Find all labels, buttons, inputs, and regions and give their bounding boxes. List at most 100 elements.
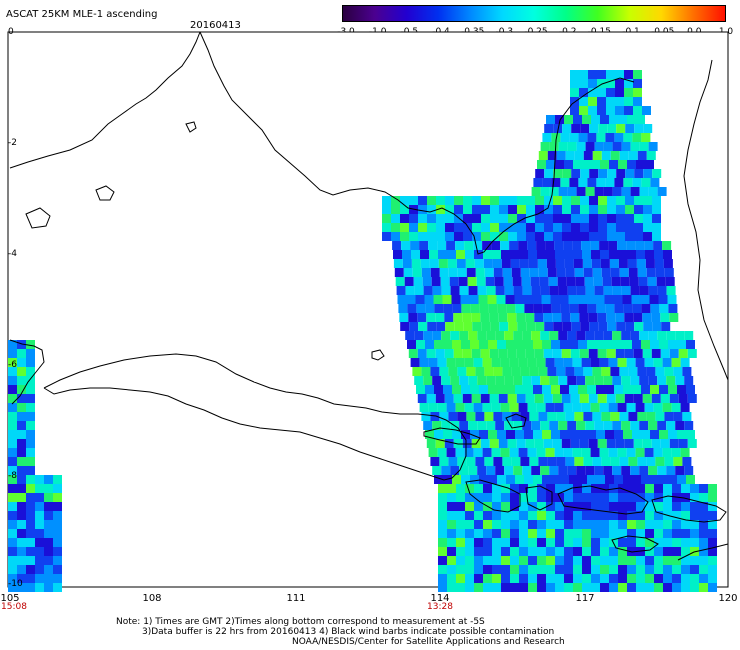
swath-pixel xyxy=(592,151,602,160)
swath-pixel xyxy=(672,511,681,520)
swath-pixel xyxy=(537,574,546,583)
swath-pixel xyxy=(17,529,26,538)
swath-pixel xyxy=(598,214,607,223)
swath-pixel xyxy=(491,241,501,250)
swath-pixel xyxy=(501,259,511,268)
swath-pixel xyxy=(518,403,528,412)
swath-pixel xyxy=(609,250,618,259)
swath-pixel xyxy=(588,88,597,97)
swath-pixel xyxy=(634,322,644,331)
swath-pixel xyxy=(531,421,541,430)
swath-pixel xyxy=(621,421,631,430)
swath-pixel xyxy=(463,205,472,214)
swath-pixel xyxy=(26,556,35,565)
swath-pixel xyxy=(519,529,528,538)
swath-pixel xyxy=(455,241,465,250)
swath-pixel xyxy=(418,196,427,205)
swath-pixel xyxy=(563,241,573,250)
swath-pixel xyxy=(437,403,447,412)
swath-pixel xyxy=(596,385,605,394)
swath-pixel xyxy=(427,232,436,241)
swath-pixel xyxy=(449,277,459,286)
swath-pixel xyxy=(569,475,578,484)
swath-pixel xyxy=(633,70,642,79)
swath-pixel xyxy=(589,223,598,232)
swath-pixel xyxy=(486,376,496,385)
swath-pixel xyxy=(477,466,487,475)
swath-pixel xyxy=(492,565,501,574)
swath-pixel xyxy=(588,70,597,79)
swath-pixel xyxy=(587,385,596,394)
swath-pixel xyxy=(609,583,618,592)
swath-pixel xyxy=(425,430,434,439)
swath-pixel xyxy=(475,457,485,466)
swath-pixel xyxy=(561,439,571,448)
swath-pixel xyxy=(582,529,591,538)
swath-pixel xyxy=(417,394,427,403)
swath-pixel xyxy=(502,457,512,466)
swath-pixel xyxy=(680,448,690,457)
swath-pixel xyxy=(545,241,555,250)
swath-pixel xyxy=(26,403,35,412)
swath-pixel xyxy=(641,178,651,187)
swath-pixel xyxy=(567,331,577,340)
swath-pixel xyxy=(448,457,458,466)
swath-pixel xyxy=(483,484,492,493)
swath-pixel xyxy=(400,196,409,205)
swath-pixel xyxy=(708,583,717,592)
swath-pixel xyxy=(447,520,456,529)
swath-pixel xyxy=(663,484,672,493)
swath-pixel xyxy=(660,313,670,322)
swath-pixel xyxy=(529,412,539,421)
swath-pixel xyxy=(405,286,415,295)
swath-pixel xyxy=(690,574,699,583)
swath-pixel xyxy=(499,223,508,232)
swath-pixel xyxy=(564,250,573,259)
swath-pixel xyxy=(560,475,569,484)
swath-pixel xyxy=(26,475,35,484)
swath-pixel xyxy=(436,223,445,232)
swath-pixel xyxy=(645,565,654,574)
swath-pixel xyxy=(654,484,663,493)
swath-pixel xyxy=(510,529,519,538)
swath-pixel xyxy=(660,439,670,448)
swath-pixel xyxy=(699,493,708,502)
swath-pixel xyxy=(409,214,418,223)
swath-pixel xyxy=(603,466,613,475)
swath-pixel xyxy=(630,331,640,340)
swath-pixel xyxy=(427,322,437,331)
swath-pixel xyxy=(555,115,564,124)
swath-pixel xyxy=(570,394,580,403)
swath-pixel xyxy=(26,583,35,592)
swath-pixel xyxy=(603,421,613,430)
swath-pixel xyxy=(515,475,524,484)
swath-pixel xyxy=(609,160,618,169)
swath-pixel xyxy=(490,205,499,214)
swath-pixel xyxy=(481,214,490,223)
swath-pixel xyxy=(431,277,441,286)
swath-pixel xyxy=(492,520,501,529)
swath-pixel xyxy=(564,511,573,520)
swath-pixel xyxy=(420,250,429,259)
swath-pixel xyxy=(567,421,577,430)
swath-pixel xyxy=(607,169,617,178)
swath-pixel xyxy=(498,349,508,358)
swath-pixel xyxy=(556,151,566,160)
swath-pixel xyxy=(506,385,515,394)
swath-pixel xyxy=(424,295,434,304)
coastline-madura xyxy=(423,427,481,445)
swath-pixel xyxy=(26,457,35,466)
swath-pixel xyxy=(472,322,482,331)
swath-pixel xyxy=(546,565,555,574)
lat-label-0: 0 xyxy=(8,27,14,37)
swath-pixel xyxy=(662,241,672,250)
swath-pixel xyxy=(533,178,543,187)
swath-pixel xyxy=(542,304,552,313)
swath-pixel xyxy=(17,511,26,520)
swath-pixel xyxy=(434,430,443,439)
swath-pixel xyxy=(635,358,645,367)
swath-pixel xyxy=(417,349,427,358)
swath-pixel xyxy=(652,196,661,205)
swath-pixel xyxy=(400,214,409,223)
swath-pixel xyxy=(587,304,597,313)
